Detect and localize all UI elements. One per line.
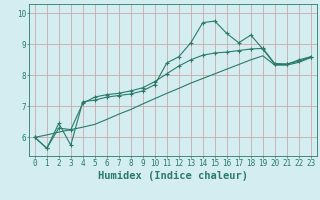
X-axis label: Humidex (Indice chaleur): Humidex (Indice chaleur) <box>98 171 248 181</box>
